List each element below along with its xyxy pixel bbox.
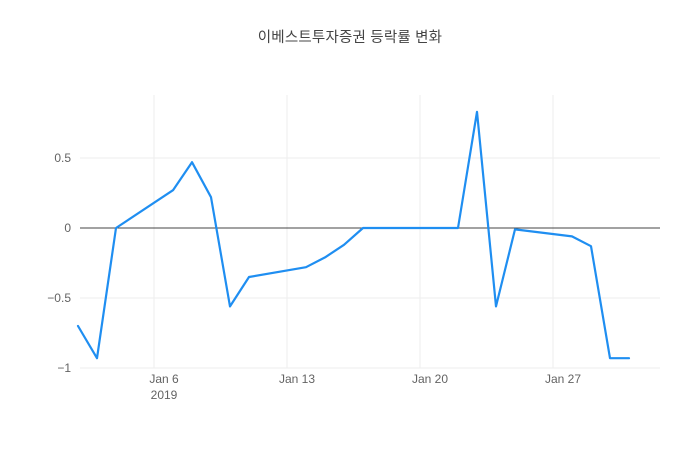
x-axis-tick-label: Jan 6 [149, 372, 179, 386]
gridlines-group [80, 157, 660, 369]
y-axis-tick-label: −0.5 [47, 291, 71, 305]
y-axis-tick-labels: 0.5 0 −0.5 −1 [47, 151, 71, 375]
chart-title: 이베스트투자증권 등락률 변화 [257, 30, 443, 46]
x-axis-tick-label: Jan 13 [279, 372, 315, 386]
data-series-line [76, 110, 631, 360]
x-axis-tick-label: Jan 27 [545, 372, 581, 386]
x-axis-year-label: 2019 [151, 388, 178, 402]
vertical-gridlines-group [153, 95, 554, 368]
x-axis-tick-label: Jan 20 [412, 372, 448, 386]
y-axis-tick-label: −1 [57, 361, 71, 375]
y-axis-tick-label: 0 [64, 221, 71, 235]
x-axis-tick-labels: Jan 6 2019 Jan 13 Jan 20 Jan 27 [149, 372, 581, 402]
y-axis-tick-label: 0.5 [54, 151, 71, 165]
